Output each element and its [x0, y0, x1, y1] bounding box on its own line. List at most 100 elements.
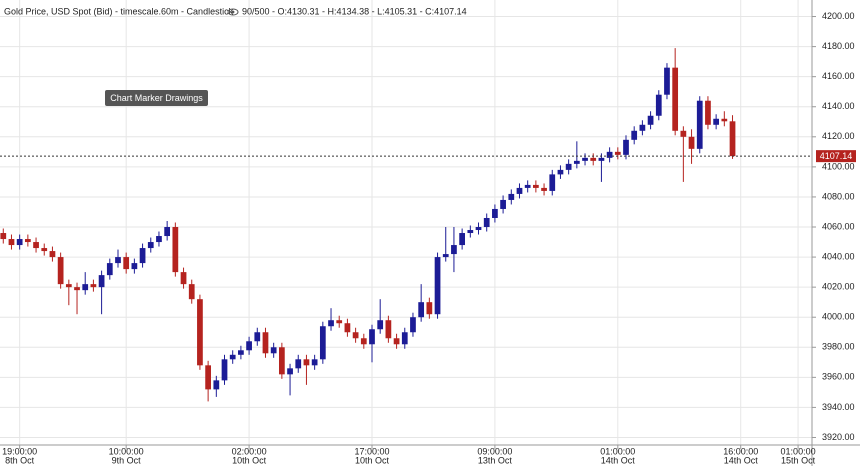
x-tick-label: 10th Oct: [355, 455, 390, 465]
candle-body: [197, 299, 203, 366]
candle-body: [410, 317, 416, 333]
candle-body: [156, 236, 162, 243]
candle-body: [352, 332, 359, 339]
candle-body: [451, 245, 457, 255]
candle-body: [393, 338, 400, 345]
candle-body: [442, 254, 449, 258]
candle-body: [664, 67, 670, 95]
candle-body: [705, 100, 711, 125]
candle-body: [541, 187, 547, 191]
x-tick-label: 13th Oct: [478, 455, 513, 465]
candle-body: [123, 257, 130, 270]
x-tick-label: 01:00:00: [781, 446, 816, 456]
candle-body: [303, 359, 310, 366]
candle-body: [483, 217, 490, 228]
candle-body: [459, 233, 465, 246]
y-tick-label: 4200.00: [822, 11, 855, 21]
candle-body: [74, 287, 80, 291]
candle-body: [713, 118, 720, 125]
candle-body: [205, 365, 211, 390]
candle-body: [729, 121, 736, 157]
candle-body: [549, 174, 556, 191]
candle-body: [418, 302, 425, 318]
candle-body: [16, 239, 23, 246]
candle-body: [213, 380, 220, 390]
candle-body: [557, 169, 564, 175]
candle-body: [164, 227, 171, 237]
x-tick-label: 17:00:00: [354, 446, 389, 456]
candle-body: [336, 320, 343, 324]
y-tick-label: 4120.00: [822, 131, 855, 141]
x-tick-label: 01:00:00: [600, 446, 635, 456]
candle-body: [270, 347, 277, 354]
candle-body: [631, 130, 638, 140]
candle-body: [385, 320, 392, 339]
y-tick-label: 4040.00: [822, 251, 855, 261]
x-tick-label: 19:00:00: [2, 446, 37, 456]
candle-body: [41, 248, 48, 252]
y-tick-label: 4160.00: [822, 71, 855, 81]
y-tick-label: 4080.00: [822, 191, 855, 201]
y-tick-label: 4000.00: [822, 312, 855, 322]
y-tick-label: 4180.00: [822, 41, 855, 51]
candle-body: [278, 347, 285, 375]
candle-body: [295, 359, 302, 369]
candle-body: [475, 227, 482, 231]
candle-body: [328, 320, 334, 327]
candle-body: [0, 233, 7, 240]
candle-body: [360, 338, 367, 345]
candle-body: [106, 263, 113, 276]
candle-body: [262, 332, 269, 354]
grid: [0, 0, 812, 445]
eye-icon: [227, 8, 239, 16]
candle-body: [606, 151, 613, 158]
candle-body: [639, 124, 646, 131]
candle-body: [229, 354, 236, 360]
candle-body: [90, 284, 97, 288]
candle-body: [623, 139, 629, 155]
candle-body: [57, 257, 64, 285]
candle-body: [238, 350, 244, 355]
candle-body: [565, 163, 572, 170]
candle-body: [467, 230, 474, 234]
candle-body: [614, 151, 621, 155]
candle-body: [647, 115, 654, 125]
x-tick-label: 09:00:00: [477, 446, 512, 456]
candle-body: [115, 257, 121, 264]
y-tick-label: 4140.00: [822, 101, 855, 111]
candle-body: [319, 326, 326, 360]
ohlc-info: 90/500 - O:4130.31 - H:4134.38 - L:4105.…: [242, 6, 467, 16]
x-tick-label: 9th Oct: [112, 455, 142, 465]
candle-body: [401, 332, 408, 345]
candle-body: [655, 94, 662, 116]
candle-body: [8, 239, 15, 246]
candle-body: [508, 193, 515, 200]
x-tick-label: 14th Oct: [601, 455, 636, 465]
candle-body: [672, 67, 679, 131]
annotation-box[interactable]: [105, 90, 208, 106]
candle-body: [82, 284, 89, 291]
x-tick-label: 02:00:00: [232, 446, 267, 456]
candle-body: [516, 187, 523, 194]
candle-body: [434, 257, 441, 315]
candle-body: [24, 239, 31, 243]
candle-body: [180, 272, 187, 285]
candle-body: [582, 157, 588, 161]
candle-body: [377, 320, 384, 330]
candle-body: [524, 184, 531, 188]
x-tick-label: 16:00:00: [723, 446, 758, 456]
candle-body: [492, 208, 498, 218]
candle-body: [721, 118, 728, 122]
candle-body: [533, 184, 539, 188]
candle-body: [139, 248, 146, 264]
candle-body: [49, 251, 56, 258]
chart-title: Gold Price, USD Spot (Bid) - timescale.6…: [4, 6, 234, 16]
candle-body: [598, 157, 605, 161]
candle-body: [131, 263, 138, 270]
y-tick-label: 3980.00: [822, 342, 855, 352]
annotation[interactable]: Chart Marker Drawings: [110, 93, 203, 103]
y-tick-label: 3940.00: [822, 402, 855, 412]
